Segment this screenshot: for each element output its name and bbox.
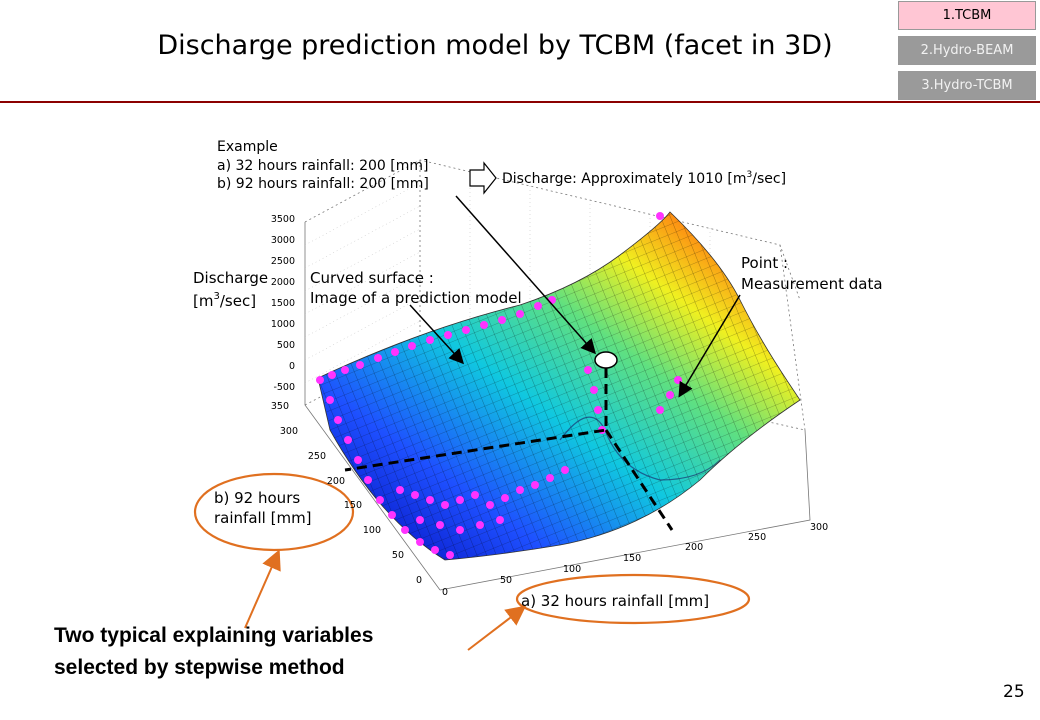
measurement-points [316, 212, 682, 559]
target-point-guides [344, 351, 674, 531]
z-tick: -500 [273, 382, 295, 393]
a-variable-highlight [515, 573, 751, 625]
target-point-marker [594, 351, 618, 369]
y-tick: 50 [392, 550, 404, 561]
nav-tab-hydro-tcbm[interactable]: 3.Hydro-TCBM [898, 71, 1036, 100]
example-result: Discharge: Approximately 1010 [m3/sec] [502, 170, 786, 187]
z-tick: 1000 [271, 319, 295, 330]
y-tick: 100 [363, 525, 381, 536]
title-divider [0, 101, 1040, 103]
a-variable-label: a) 32 hours rainfall [mm] [521, 592, 709, 610]
b-variable-unit: rainfall [mm] [214, 509, 312, 527]
page-number: 25 [1003, 682, 1025, 702]
y-tick: 250 [308, 451, 326, 462]
y-tick: 150 [344, 500, 362, 511]
z-tick: 500 [277, 340, 295, 351]
y-tick: 0 [416, 575, 422, 586]
z-tick: 2500 [271, 256, 295, 267]
b-variable-highlight [193, 472, 355, 552]
slide-title: Discharge prediction model by TCBM (face… [157, 30, 833, 61]
x-tick: 300 [810, 522, 828, 533]
explanation-line-2: selected by stepwise method [54, 656, 345, 679]
x-tick: 100 [563, 564, 581, 575]
y-tick: 350 [271, 401, 289, 412]
example-line-a: a) 32 hours rainfall: 200 [mm] [217, 158, 429, 174]
y-tick: 300 [280, 426, 298, 437]
x-tick: 250 [748, 532, 766, 543]
example-line-b: b) 92 hours rainfall: 200 [mm] [217, 176, 429, 192]
explanation-line-1: Two typical explaining variables [54, 624, 374, 647]
point-title: Point : [741, 254, 788, 272]
result-arrow-icon [469, 161, 497, 195]
point-desc: Measurement data [741, 275, 883, 293]
z-tick: 3500 [271, 214, 295, 225]
y-tick: 200 [327, 476, 345, 487]
nav-tab-hydro-beam[interactable]: 2.Hydro-BEAM [898, 36, 1036, 65]
x-tick: 200 [685, 542, 703, 553]
x-tick: 150 [623, 553, 641, 564]
x-tick: 50 [500, 575, 512, 586]
curved-surface-title: Curved surface : [310, 269, 434, 287]
prediction-surface [317, 211, 801, 561]
z-tick: 2000 [271, 277, 295, 288]
z-axis-unit: [m3/sec] [193, 291, 256, 310]
callout-arrows [244, 195, 741, 651]
z-tick: 1500 [271, 298, 295, 309]
b-variable-label: b) 92 hours [214, 489, 300, 507]
curved-surface-desc: Image of a prediction model [310, 289, 522, 307]
z-axis-label: Discharge [193, 269, 268, 287]
example-heading: Example [217, 139, 278, 155]
nav-tab-tcbm[interactable]: 1.TCBM [898, 1, 1036, 30]
z-tick: 3000 [271, 235, 295, 246]
x-tick: 0 [442, 587, 448, 598]
z-tick: 0 [289, 361, 295, 372]
